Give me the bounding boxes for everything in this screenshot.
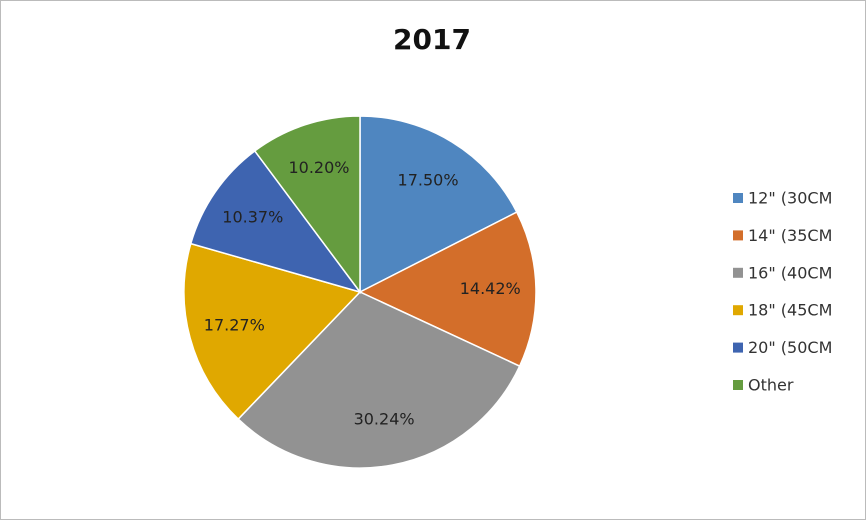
legend-swatch: [733, 380, 743, 390]
data-label: 30.24%: [354, 409, 415, 428]
legend-label: 18" (45CM: [748, 301, 832, 320]
legend-label: 14" (35CM: [748, 226, 832, 245]
legend-label: 12" (30CM: [748, 189, 832, 208]
pie-slice: [359, 115, 518, 294]
pie-slice: [358, 211, 537, 368]
data-label: 17.27%: [204, 316, 265, 335]
legend-label: Other: [748, 376, 794, 395]
legend-swatch: [733, 230, 743, 241]
legend-label: 16" (40CM: [748, 263, 832, 282]
legend-label: 20" (50CM: [748, 338, 832, 357]
legend-swatch: [733, 267, 743, 278]
legend-swatch: [733, 342, 743, 353]
legend-swatch: [733, 193, 743, 203]
legend-swatch: [733, 305, 743, 316]
pie-slice: [189, 149, 362, 294]
data-label: 10.37%: [222, 208, 283, 227]
data-label: 17.50%: [398, 170, 459, 189]
pie-slice: [253, 115, 361, 295]
pie-slice: [183, 242, 362, 421]
data-label: 14.42%: [460, 279, 521, 298]
data-label: 10.20%: [288, 158, 349, 177]
pie-slice: [237, 291, 521, 469]
chart-title: 2017: [393, 23, 471, 56]
